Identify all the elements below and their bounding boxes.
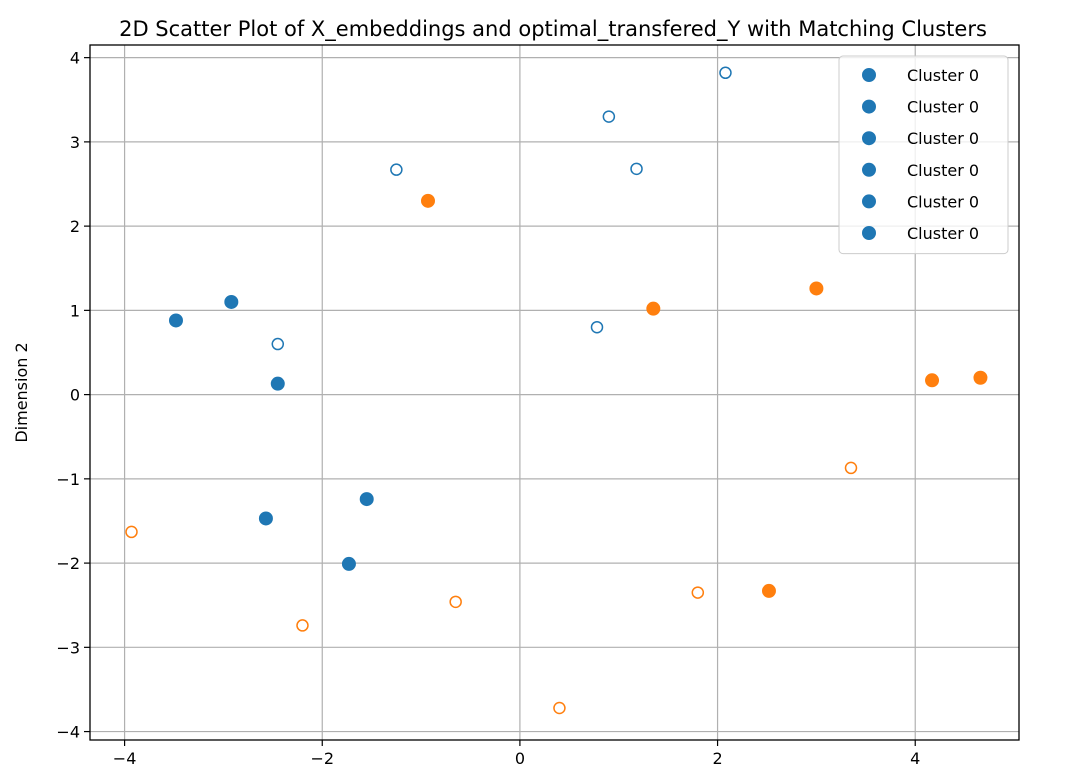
legend-frame [838, 55, 1009, 255]
legend-marker [862, 131, 876, 146]
x-tick-label: 4 [910, 749, 920, 768]
scatter-point [646, 301, 661, 316]
legend-label: Cluster 0 [907, 66, 979, 85]
y-tick-label: 1 [70, 301, 80, 320]
scatter-point [630, 162, 643, 176]
scatter-point [296, 619, 309, 632]
scatter-point [973, 370, 988, 385]
y-tick-label: 3 [70, 133, 80, 152]
y-tick-label: −4 [56, 723, 80, 742]
scatter-point [449, 595, 462, 609]
legend-marker [862, 226, 876, 240]
legend-label: Cluster 0 [907, 224, 979, 243]
scatter-point [761, 583, 776, 598]
y-tick-label: −2 [56, 554, 80, 573]
scatter-point [224, 294, 239, 309]
scatter-point [602, 110, 616, 123]
y-axis: −4 −3 −2 −1 0 1 2 3 4 [56, 49, 90, 742]
legend: Cluster 0 Cluster 0 Cluster 0 Cluster 0 Clus… [838, 55, 1009, 255]
scatter-point [359, 492, 374, 507]
x-tick-label: 0 [515, 749, 525, 768]
scatter-point [390, 163, 403, 176]
scatter-point [691, 586, 705, 599]
x-axis: −4 −2 0 2 4 [113, 740, 920, 768]
legend-marker [862, 99, 876, 114]
legend-label: Cluster 0 [907, 98, 979, 117]
scatter-point [553, 701, 566, 715]
scatter-point [168, 313, 183, 328]
data-points [125, 66, 988, 715]
y-tick-label: 0 [70, 386, 80, 405]
y-tick-label: 2 [70, 217, 80, 236]
legend-label: Cluster 0 [907, 161, 979, 180]
x-tick-label: 2 [712, 749, 722, 768]
y-tick-label: 4 [70, 49, 80, 68]
legend-label: Cluster 0 [907, 192, 979, 211]
scatter-point [590, 320, 604, 334]
scatter-point [420, 193, 435, 208]
scatter-point [925, 373, 940, 388]
x-tick-label: −2 [310, 749, 334, 768]
scatter-point [271, 337, 285, 351]
x-tick-label: −4 [113, 749, 137, 768]
legend-marker [862, 68, 876, 82]
legend-marker [862, 162, 876, 177]
scatter-point [341, 556, 356, 571]
plot-frame [89, 44, 1020, 741]
scatter-point [270, 376, 285, 391]
scatter-point [844, 461, 858, 475]
legend-label: Cluster 0 [907, 129, 979, 148]
scatter-point [125, 525, 138, 539]
scatter-point [719, 66, 732, 80]
y-axis-label: Dimension 2 [12, 342, 31, 442]
scatter-point [258, 511, 273, 526]
chart-title: 2D Scatter Plot of X_embeddings and opti… [119, 17, 987, 42]
scatter-point [809, 281, 824, 296]
y-tick-label: −3 [56, 638, 80, 657]
legend-marker [862, 194, 876, 209]
y-tick-label: −1 [56, 470, 80, 489]
